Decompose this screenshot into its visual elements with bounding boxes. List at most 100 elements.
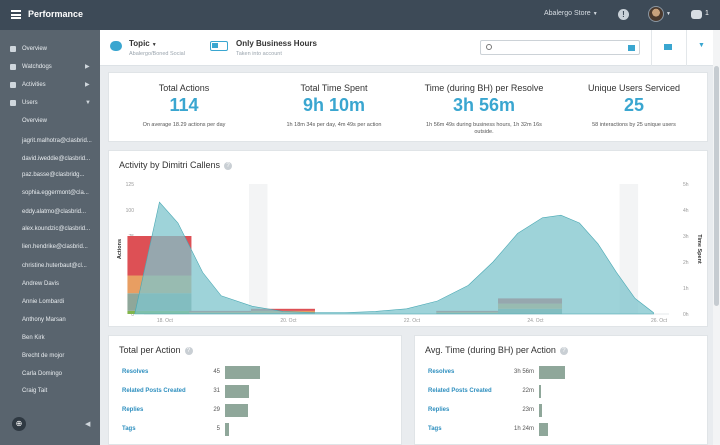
sidebar-item-overview[interactable]: Overview <box>0 40 100 58</box>
stat-title: Total Actions <box>158 83 210 93</box>
question-icon[interactable]: ? <box>224 162 233 170</box>
avg-time-card: Avg. Time (during BH) per Action? Resolv… <box>414 335 708 445</box>
stat-subtitle: 1h 56m 49s during business hours, 1h 32m… <box>426 122 542 135</box>
toggle-switch[interactable] <box>210 41 228 51</box>
business-hours-title: Only Business Hours <box>236 39 317 48</box>
stat-title: Unique Users Serviced <box>587 83 681 93</box>
sidebar-item-users[interactable]: Users ▼ <box>0 94 100 112</box>
chat-count: 1 <box>705 10 709 17</box>
activity-card: Activity by Dimitri Callens? 02550751001… <box>108 150 708 327</box>
weekend-band <box>619 184 639 314</box>
table-row[interactable]: Tags 1h 24m <box>415 423 709 437</box>
scrollbar-thumb[interactable] <box>714 66 719 306</box>
action-name-link[interactable]: Replies <box>122 407 144 413</box>
sidebar-item-watchdogs[interactable]: Watchdogs ▶ <box>0 58 100 76</box>
action-name-link[interactable]: Tags <box>428 426 442 432</box>
sidebar-user-item[interactable]: lien.hendrike@clasbrid... <box>0 238 100 256</box>
sidebar-user-item[interactable]: sophia.eggermont@cla... <box>0 184 100 202</box>
action-name-link[interactable]: Related Posts Created <box>122 388 186 394</box>
stat-value: 9h 10m <box>302 95 366 115</box>
table-row[interactable]: Related Posts Created 22m <box>415 385 709 399</box>
sidebar-user-item[interactable]: alex.koundzic@clasbrid... <box>0 220 100 238</box>
sidebar-user-item[interactable]: Annie Lombardi <box>0 293 100 311</box>
table-row[interactable]: Replies 23m <box>415 404 709 418</box>
folder-icon[interactable] <box>664 44 672 50</box>
action-name-link[interactable]: Resolves <box>122 369 149 375</box>
sidebar-user-item[interactable]: Ben Kirk <box>0 329 100 347</box>
value-bar <box>225 366 261 379</box>
sidebar-item-label: Overview <box>22 118 48 124</box>
sidebar-user-item[interactable]: Brecht de mojor <box>0 347 100 365</box>
search-input[interactable] <box>480 40 640 55</box>
y2-axis-title: Time Spent <box>696 234 702 264</box>
sidebar-item-label: Overview <box>22 46 48 52</box>
sidebar-item-label: eddy.alatmo@clasbrid... <box>22 209 87 215</box>
action-name-link[interactable]: Tags <box>122 426 136 432</box>
activity-title: Activity by Dimitri Callens? <box>119 160 233 170</box>
sidebar-user-item[interactable]: paz.basse@clasbridg... <box>0 166 100 184</box>
action-name-link[interactable]: Replies <box>428 407 450 413</box>
sidebar-user-item[interactable]: jagrit.malhotra@clasbrid... <box>0 132 100 150</box>
stat-subtitle: 1h 18m 34s per day, 4m 49s per action <box>286 122 382 128</box>
users-icon <box>10 100 16 106</box>
sidebar-item-label: Annie Lombardi <box>22 299 65 305</box>
activity-title-text: Activity by Dimitri Callens <box>119 160 221 170</box>
y2-tick-label: 2h <box>683 260 689 266</box>
chat-icon[interactable] <box>691 10 702 19</box>
store-selector[interactable]: Abalergo Store ▼ <box>544 10 598 17</box>
menu-icon[interactable] <box>11 10 21 19</box>
table-row[interactable]: Related Posts Created 31 <box>109 385 403 399</box>
sidebar-user-item[interactable]: Anthony Marsan <box>0 311 100 329</box>
action-value: 22m <box>522 388 534 394</box>
sidebar-user-item[interactable]: eddy.alatmo@clasbrid... <box>0 203 100 221</box>
filter-bar: Topic ▼ Abalergo/Boned Social Only Busine… <box>100 30 713 66</box>
value-bar <box>539 366 565 379</box>
sidebar-item-label: alex.koundzic@clasbrid... <box>22 226 91 232</box>
sidebar-item-label: christine.huterbaut@cl... <box>22 263 87 269</box>
sidebar-user-item[interactable]: Carla Domingo <box>0 365 100 383</box>
info-icon[interactable]: ! <box>618 9 629 20</box>
sidebar-item-label: lien.hendrike@clasbrid... <box>22 244 88 250</box>
sidebar-user-item[interactable]: david.iweddie@clasbrid... <box>0 150 100 168</box>
action-value: 29 <box>213 407 220 413</box>
question-icon[interactable]: ? <box>184 347 193 355</box>
sidebar-item-label: Anthony Marsan <box>22 317 66 323</box>
chevron-down-icon[interactable]: ▼ <box>666 11 671 17</box>
sidebar-subitem-overview[interactable]: Overview <box>0 112 100 130</box>
y-tick-label: 125 <box>126 182 135 188</box>
question-icon[interactable]: ? <box>559 347 568 355</box>
action-name-link[interactable]: Related Posts Created <box>428 388 492 394</box>
stats-card: Total Actions 114 On average 18.29 actio… <box>108 72 708 142</box>
sidebar-item-label: Activities <box>22 82 46 88</box>
total-per-action-card: Total per Action? Resolves 45 Related Post… <box>108 335 402 445</box>
x-tick-label: 22. Oct <box>404 318 421 324</box>
sidebar-item-label: Watchdogs <box>22 64 52 70</box>
stat-total-time: Total Time Spent 9h 10m 1h 18m 34s per d… <box>259 73 409 143</box>
action-name-link[interactable]: Resolves <box>428 369 455 375</box>
search-icon <box>486 44 492 50</box>
value-bar <box>539 404 542 417</box>
sidebar-item-label: david.iweddie@clasbrid... <box>22 156 91 162</box>
table-row[interactable]: Tags 5 <box>109 423 403 437</box>
bell-icon <box>10 64 16 70</box>
chevron-down-icon[interactable]: ▼ <box>698 42 705 49</box>
stat-title: Time (during BH) per Resolve <box>424 83 544 93</box>
value-bar <box>225 385 250 398</box>
calendar-icon[interactable] <box>628 45 635 51</box>
sidebar-item-activities[interactable]: Activities ▶ <box>0 76 100 94</box>
sidebar-user-item[interactable]: christine.huterbaut@cl... <box>0 257 100 275</box>
home-icon <box>10 46 16 52</box>
table-row[interactable]: Resolves 3h 56m <box>415 366 709 380</box>
help-icon[interactable]: ⊕ <box>12 417 26 431</box>
sidebar-item-label: Users <box>22 100 38 106</box>
collapse-sidebar-icon[interactable]: ◀ <box>85 421 91 428</box>
y2-tick-label: 1h <box>683 286 689 292</box>
table-row[interactable]: Replies 29 <box>109 404 403 418</box>
topic-selector[interactable]: Topic ▼ <box>129 39 157 48</box>
avatar[interactable] <box>648 6 664 22</box>
table-row[interactable]: Resolves 45 <box>109 366 403 380</box>
sidebar-user-item[interactable]: Craig Tait <box>0 382 100 400</box>
store-label: Abalergo Store <box>544 10 591 17</box>
sidebar-user-item[interactable]: Andrew Davis <box>0 275 100 293</box>
stat-value: 114 <box>169 95 199 115</box>
